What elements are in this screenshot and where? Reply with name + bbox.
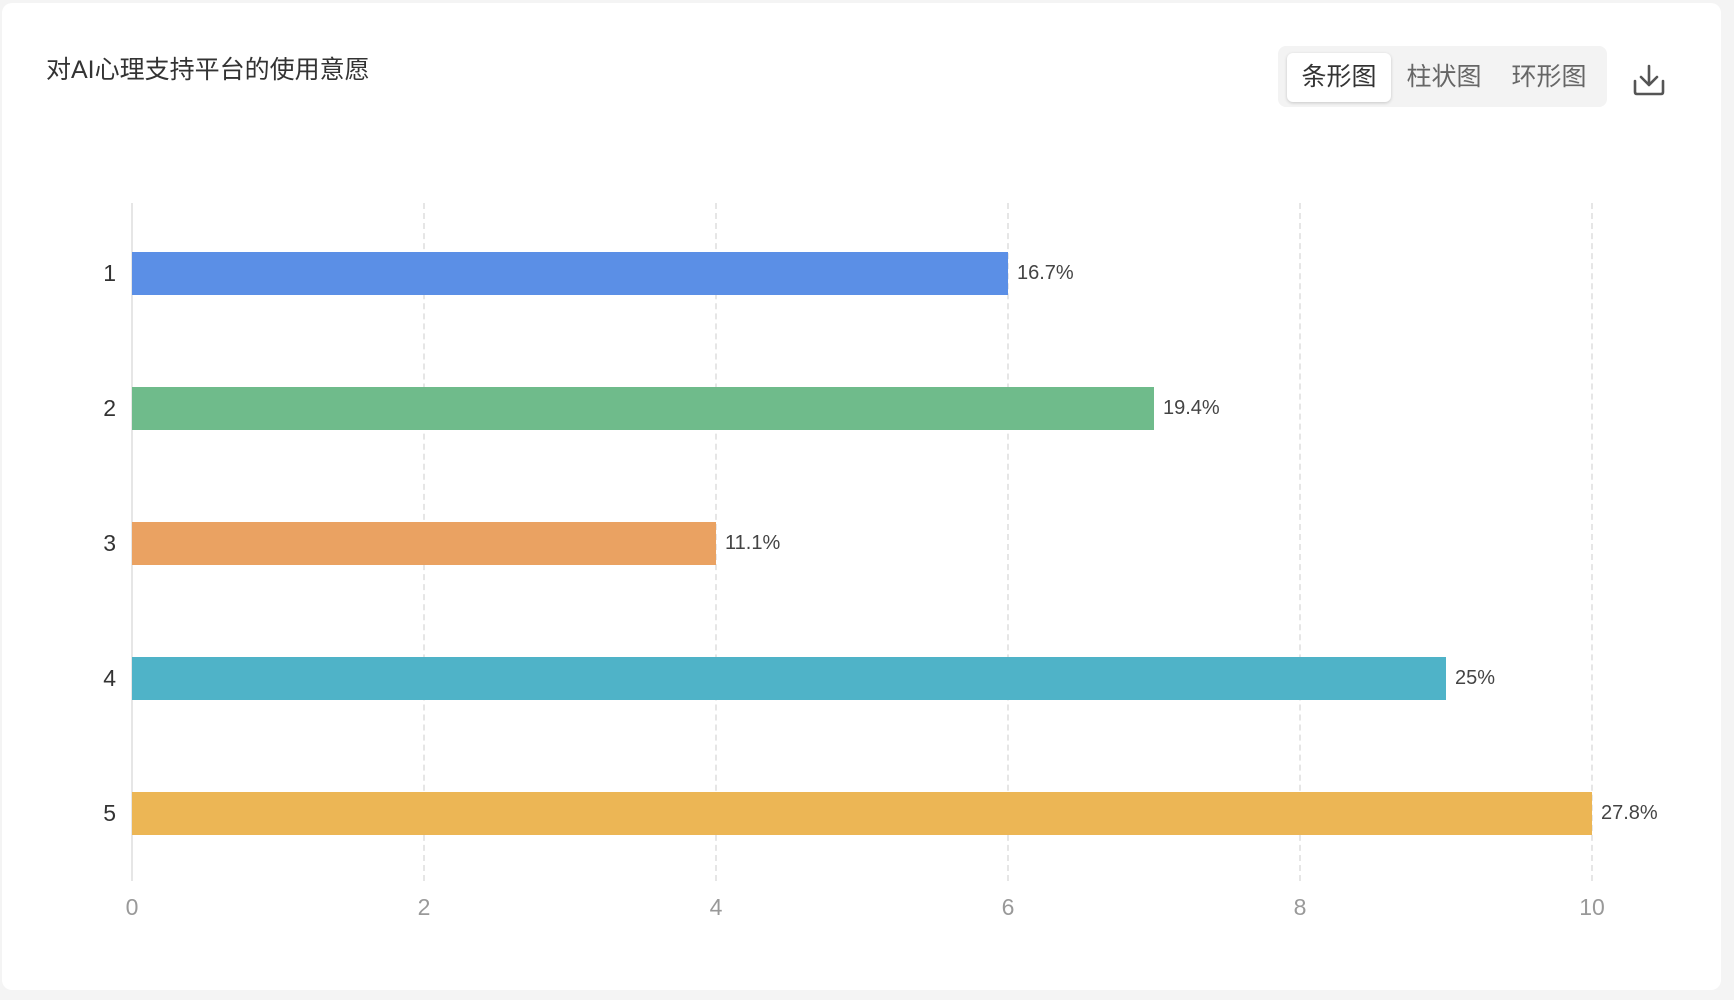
gridline-10 <box>1591 203 1593 881</box>
bar-value-label: 11.1% <box>725 532 781 554</box>
download-button[interactable] <box>1630 61 1668 99</box>
chart-type-toggle: 条形图 柱状图 环形图 <box>1278 46 1607 107</box>
y-tick-label: 3 <box>103 530 116 556</box>
gridline-4 <box>715 203 717 881</box>
bar-3[interactable] <box>132 522 716 565</box>
y-tick-label: 4 <box>103 665 116 691</box>
chart-title: 对AI心理支持平台的使用意愿 <box>46 56 370 84</box>
x-tick-label: 0 <box>125 894 139 920</box>
x-tick-label: 10 <box>1579 894 1605 920</box>
bar-1[interactable] <box>132 252 1008 295</box>
gridline-8 <box>1299 203 1301 881</box>
tab-bar-chart[interactable]: 条形图 <box>1287 53 1391 102</box>
bar-2[interactable] <box>132 387 1154 430</box>
y-tick-label: 1 <box>103 260 116 286</box>
x-tick-label: 6 <box>1001 894 1015 920</box>
bar-value-label: 25% <box>1455 667 1496 689</box>
y-tick-label: 2 <box>103 395 116 421</box>
x-tick-label: 4 <box>709 894 723 920</box>
bar-value-label: 27.8% <box>1601 802 1658 824</box>
gridline-6 <box>1007 203 1009 881</box>
x-tick-label: 8 <box>1293 894 1307 920</box>
x-tick-label: 2 <box>417 894 431 920</box>
bar-4[interactable] <box>132 657 1446 700</box>
tab-column-chart[interactable]: 柱状图 <box>1406 63 1482 91</box>
bar-value-label: 16.7% <box>1017 262 1074 284</box>
download-icon <box>1633 64 1665 96</box>
y-tick-label: 5 <box>103 800 116 826</box>
bar-5[interactable] <box>132 792 1592 835</box>
bar-value-label: 19.4% <box>1163 397 1220 419</box>
tab-donut-chart[interactable]: 环形图 <box>1511 63 1587 91</box>
